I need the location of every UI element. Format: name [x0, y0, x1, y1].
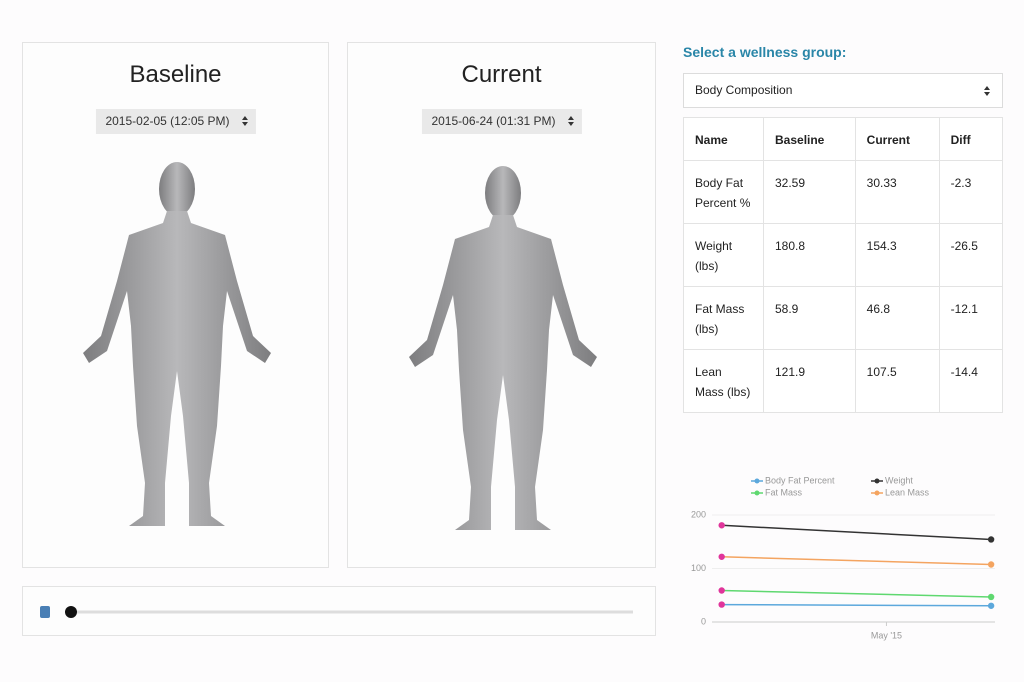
column-header: Diff: [938, 117, 1004, 161]
group-label: Select a wellness group:: [683, 44, 847, 60]
x-tick-label: May '15: [871, 630, 902, 640]
table-cell: -2.3: [938, 160, 1004, 224]
table-row: Lean Mass (lbs) 121.9 107.5 -14.4: [683, 349, 1004, 413]
table-cell: 180.8: [763, 223, 856, 287]
current-panel: Current 2015-06-24 (01:31 PM): [347, 42, 656, 568]
series-line: [721, 603, 992, 607]
play-icon[interactable]: [40, 606, 50, 618]
series-line: [721, 556, 992, 566]
legend-marker: [874, 478, 880, 484]
point: [987, 602, 995, 609]
point: [987, 561, 995, 568]
comparison-table: Name Baseline Current Diff Body Fat Percent …: [683, 117, 1004, 413]
body-model: [83, 162, 271, 526]
legend-marker: [874, 490, 880, 496]
y-tick-label: 0: [701, 616, 706, 626]
header-row: Name Baseline Current Diff: [683, 117, 1004, 161]
baseline-panel: Baseline 2015-02-05 (12:05 PM): [22, 42, 329, 568]
y-tick-label: 200: [691, 509, 706, 519]
column-header: Name: [683, 117, 764, 161]
panel-title: Baseline: [129, 61, 222, 88]
table-cell: Weight (lbs): [683, 223, 764, 287]
legend-label: Lean Mass: [885, 487, 930, 497]
table-cell: -14.4: [938, 349, 1004, 413]
slider-track: [40, 606, 633, 618]
point: [718, 553, 725, 560]
date: 2015-06-24 (01:31 PM): [431, 114, 556, 128]
column-header: Baseline: [763, 117, 856, 161]
table-cell: 58.9: [763, 286, 856, 350]
table-cell: 107.5: [854, 349, 940, 413]
panel-title: Current: [461, 61, 542, 88]
table-cell: 121.9: [763, 349, 856, 413]
table-cell: 154.3: [854, 223, 940, 287]
table-cell: -12.1: [938, 286, 1004, 350]
point: [987, 593, 995, 601]
point: [987, 536, 995, 543]
table-cell: Lean Mass (lbs): [683, 349, 764, 413]
group-select[interactable]: Body Composition: [683, 73, 1003, 108]
date-select[interactable]: 2015-06-24 (01:31 PM): [421, 109, 582, 134]
table-cell: -26.5: [938, 223, 1004, 287]
legend-label: Body Fat Percent: [765, 475, 835, 485]
date-select[interactable]: 2015-02-05 (12:05 PM): [95, 109, 256, 134]
table-row: Fat Mass (lbs) 58.9 46.8 -12.1: [683, 286, 1004, 350]
table-row: Weight (lbs) 180.8 154.3 -26.5: [683, 223, 1004, 287]
table-cell: Fat Mass (lbs): [683, 286, 764, 350]
series-line: [721, 524, 992, 541]
table-row: Body Fat Percent % 32.59 30.33 -2.3: [683, 160, 1004, 224]
table-cell: Body Fat Percent %: [683, 160, 764, 224]
legend-marker: [754, 490, 760, 496]
trend-chart: 0 100 200 May '15 Body Fat Percent Weight Fat …: [691, 475, 995, 640]
slider-handle[interactable]: [65, 606, 77, 618]
legend-label: Fat Mass: [765, 487, 803, 497]
body-model: [409, 166, 597, 530]
y-tick-label: 100: [691, 563, 706, 573]
table-cell: 46.8: [854, 286, 940, 350]
select-arrow: [567, 116, 574, 126]
point: [718, 587, 725, 594]
series-line: [721, 589, 992, 598]
legend-marker: [754, 478, 760, 484]
table-cell: 30.33: [854, 160, 940, 224]
select-arrow: [984, 86, 990, 96]
legend-label: Weight: [885, 475, 913, 485]
column-header: Current: [854, 117, 940, 161]
timeline-slider: [22, 586, 656, 636]
table-cell: 32.59: [763, 160, 856, 224]
point: [718, 522, 725, 529]
point: [718, 601, 725, 608]
date: 2015-02-05 (12:05 PM): [105, 114, 230, 128]
select-arrow: [241, 116, 248, 126]
group-value: Body Composition: [695, 83, 793, 97]
